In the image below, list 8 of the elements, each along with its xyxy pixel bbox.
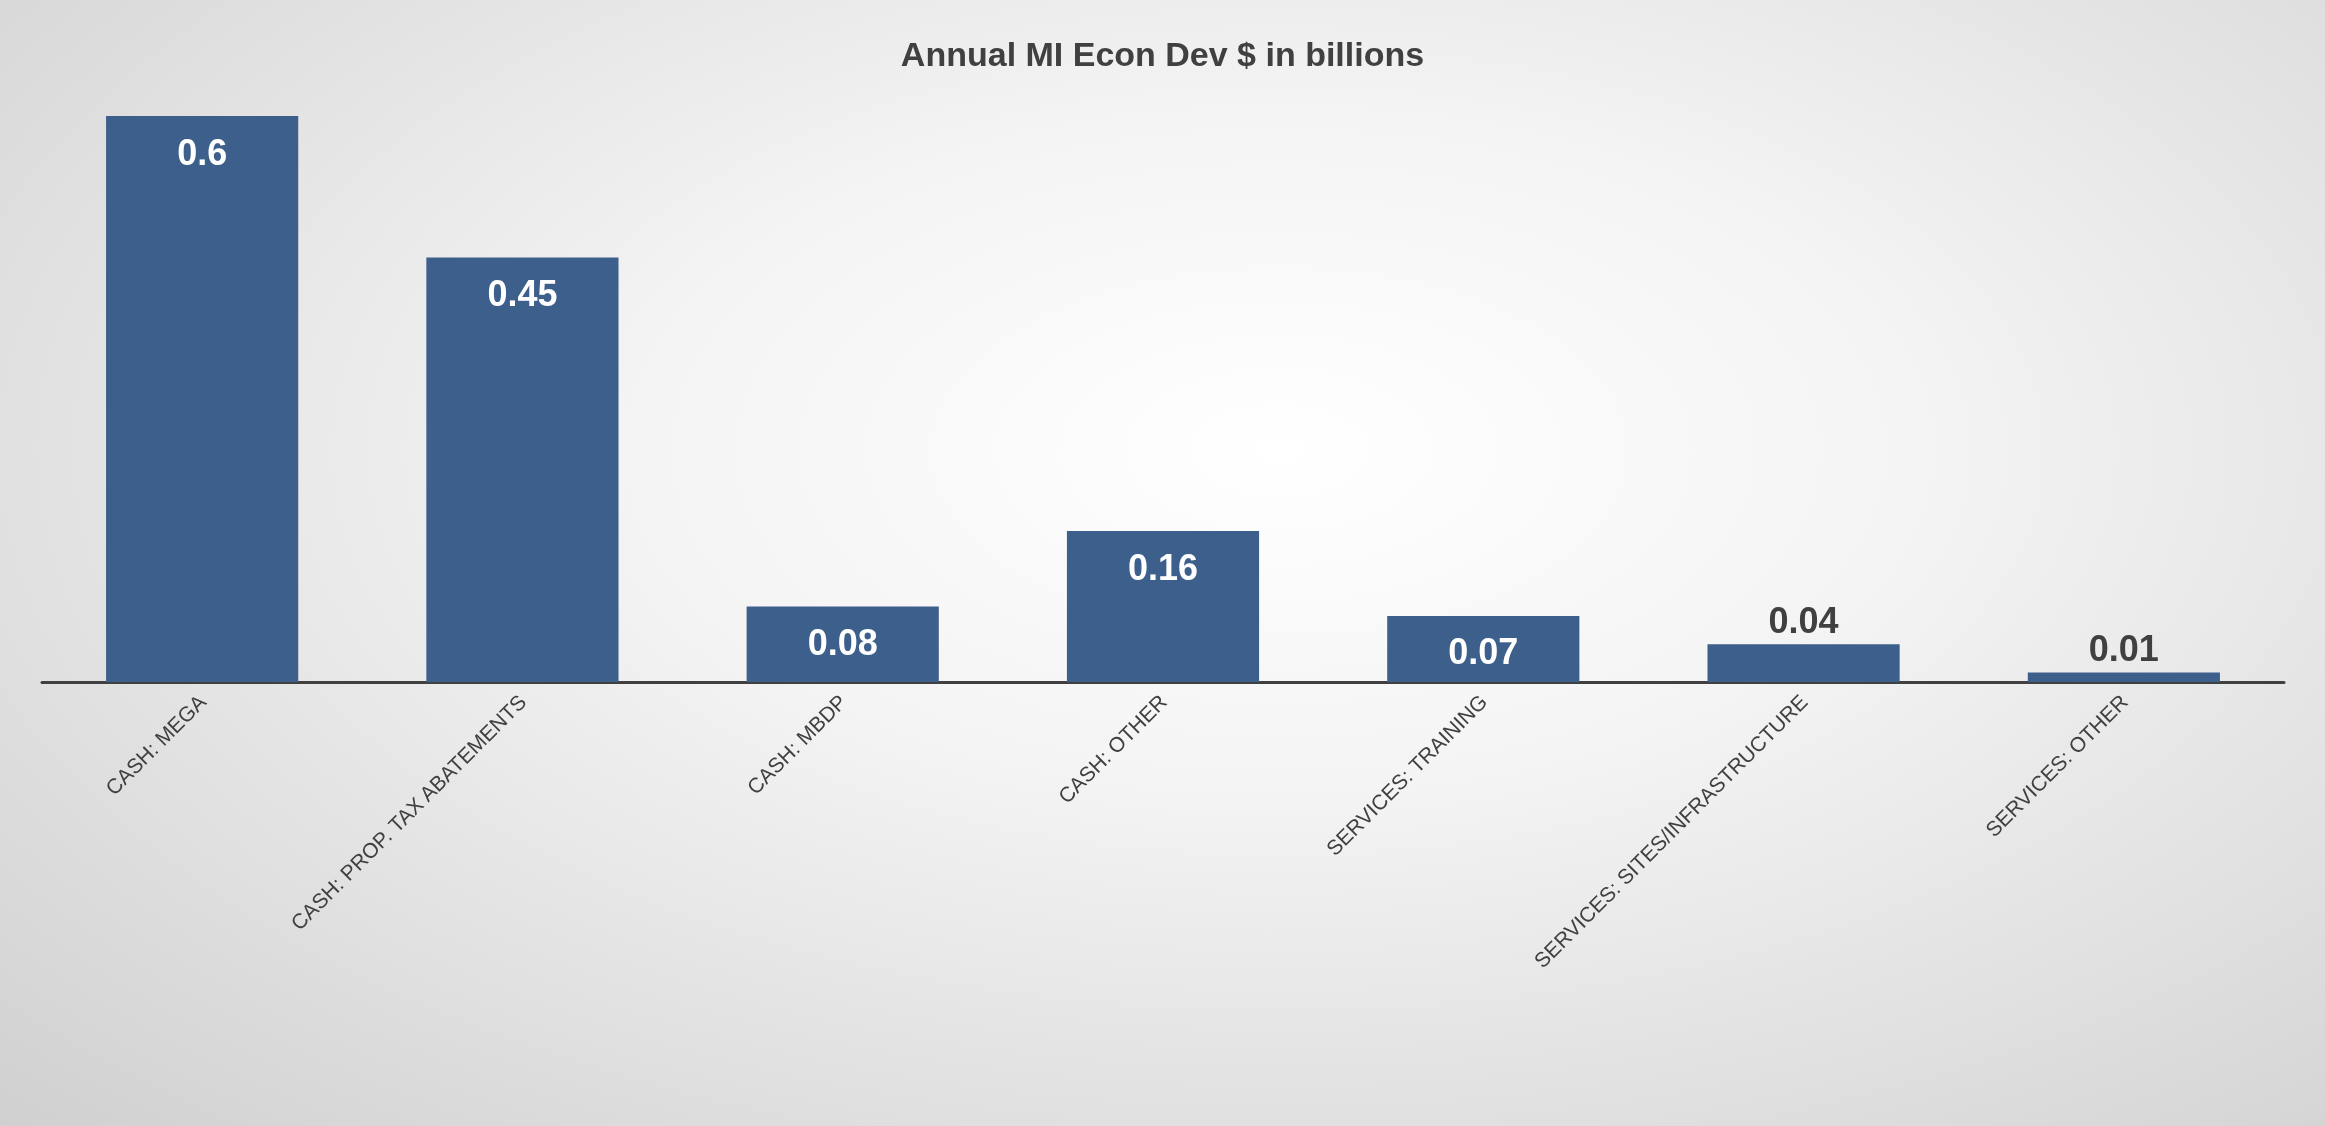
data-label: 0.45 xyxy=(487,273,558,314)
data-label: 0.08 xyxy=(807,622,878,664)
data-label: 0.01 xyxy=(2088,628,2159,670)
data-label: 0.16 xyxy=(1127,546,1199,588)
data-label: 0.04 xyxy=(1768,599,1839,641)
data-label: 0.6 xyxy=(177,131,228,173)
data-label: 0.07 xyxy=(1448,631,1519,673)
chart-title: Annual MI Econ Dev $ in billions xyxy=(900,35,1425,73)
